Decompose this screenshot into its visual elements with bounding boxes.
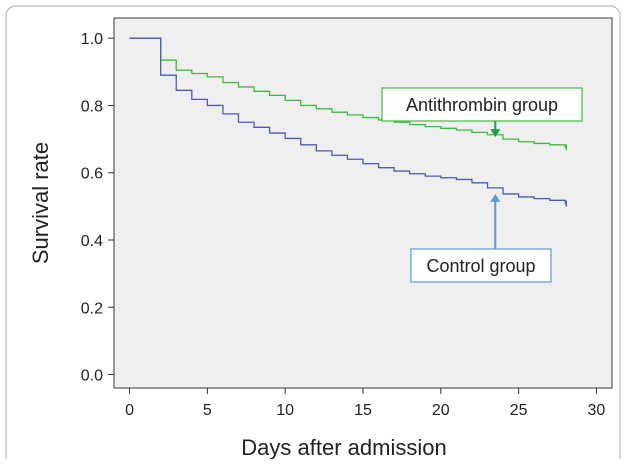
x-tick-label: 25 [510,402,528,419]
antithrombin-label-box [381,87,583,122]
y-tick-label: 0.4 [81,233,103,250]
x-tick-label: 10 [276,402,294,419]
x-tick-label: 20 [432,402,450,419]
antithrombin-survival-line [129,37,567,149]
y-tick-label: 0.0 [81,368,103,385]
x-axis-label: Days after admission [241,435,446,459]
control-label: Control group [426,256,535,276]
control-arrowhead [490,193,501,202]
y-tick-label: 0.8 [81,98,103,115]
x-tick-label: 0 [125,402,134,419]
y-tick-label: 0.6 [81,166,103,183]
axis-ticks: 0 5 10 15 20 25 30 0.0 0.2 0.4 0.6 0.8 1.0 [81,31,606,419]
y-tick-label: 1.0 [81,31,103,48]
control-survival-line [129,37,567,205]
x-tick-label: 15 [354,402,372,419]
control-label-box [410,248,552,283]
y-tick-label: 0.2 [81,300,103,317]
antithrombin-label: Antithrombin group [406,95,558,115]
y-axis-label: Survival rate [28,142,53,264]
x-tick-label: 30 [588,402,606,419]
plot-area [113,17,613,389]
antithrombin-arrowhead [490,129,501,138]
x-tick-label: 5 [203,402,212,419]
series-lines [129,37,567,207]
annotations: Antithrombin group Control group [381,87,583,283]
